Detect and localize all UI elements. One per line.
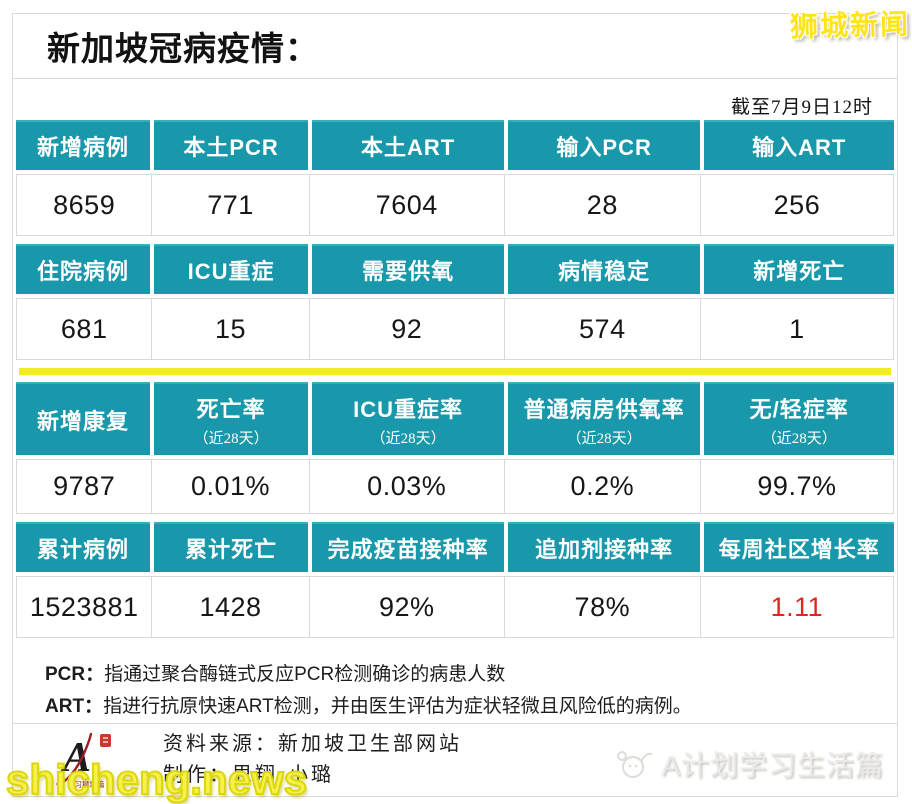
header-cell-label: 追加剂接种率 <box>535 537 674 563</box>
channel-watermark-text: A计划学习生活篇 <box>661 750 884 781</box>
value-cell: 92% <box>309 576 505 639</box>
header-cell: 本土PCR <box>153 120 309 171</box>
header-row-hospital: 住院病例 ICU重症 需要供氧 病情稳定 新增死亡 <box>16 244 894 295</box>
value-cell: 1428 <box>152 576 310 639</box>
header-cell-label: 累计死亡 <box>185 537 278 563</box>
footer: A 学习狮城篇 资料来源：新加坡卫生部网站 制作：思翔•小璐 <box>13 723 897 796</box>
header-cell-sublabel: （近28天） <box>566 430 642 447</box>
header-cell: 住院病例 <box>16 244 150 295</box>
header-cell: 死亡率 （近28天） <box>153 382 309 456</box>
value-cell: 256 <box>700 174 894 237</box>
value-cell: 78% <box>504 576 701 639</box>
note-art-text: 指进行抗原快速ART检测，并由医生评估为症状轻微且风险低的病例。 <box>103 696 692 718</box>
header-cell: 无/轻症率 （近28天） <box>704 382 894 456</box>
value-cell: 7604 <box>309 174 505 237</box>
header-cell: 新增康复 <box>16 382 150 456</box>
value-cell: 9787 <box>16 459 153 515</box>
header-cell-label: 累计病例 <box>36 537 129 563</box>
header-cell-label: 本土ART <box>360 135 456 161</box>
footnotes: PCR：指通过聚合酶链式反应PCR检测确诊的病患人数 ART：指进行抗原快速AR… <box>45 659 897 723</box>
header-cell-label: 新增死亡 <box>753 259 846 285</box>
header-cell-label: 住院病例 <box>36 259 129 285</box>
title-row: 新加坡冠病疫情： <box>13 14 897 80</box>
header-cell-label: 需要供氧 <box>362 259 455 285</box>
aplan-logo-icon: A 学习狮城篇 <box>56 732 111 789</box>
header-cell-sublabel: （近28天） <box>370 430 446 447</box>
value-cell: 99.7% <box>700 459 894 515</box>
value-cell: 0.03% <box>309 459 505 515</box>
credits: 资料来源：新加坡卫生部网站 制作：思翔•小璐 <box>163 729 462 791</box>
header-cell-label: 完成疫苗接种率 <box>327 537 489 563</box>
header-cell-label: 输入PCR <box>556 135 652 161</box>
logo-caption: 学习狮城篇 <box>67 779 105 789</box>
header-cell: 输入PCR <box>507 120 701 171</box>
value-cell: 1523881 <box>16 576 153 639</box>
note-pcr-text: 指通过聚合酶链式反应PCR检测确诊的病患人数 <box>104 664 506 686</box>
value-cell: 92 <box>309 298 505 361</box>
page-title: 新加坡冠病疫情： <box>47 30 319 68</box>
note-pcr: PCR：指通过聚合酶链式反应PCR检测确诊的病患人数 <box>45 659 897 691</box>
header-cell: 每周社区增长率 <box>704 522 894 573</box>
value-cell: 1 <box>700 298 894 361</box>
header-cell: 本土ART <box>312 120 504 171</box>
header-cell-sublabel: （近28天） <box>761 430 837 447</box>
brand-watermark: 狮城新闻 <box>789 8 911 43</box>
note-pcr-prefix: PCR： <box>45 664 105 686</box>
shicheng-news-watermark: shicheng.news <box>5 755 308 804</box>
header-row-rates: 新增康复 死亡率 （近28天） ICU重症率 （近28天） 普通病房供氧率 （近28天… <box>16 382 894 456</box>
value-row-cumulative: 1523881 1428 92% 78% 1.11 <box>16 576 894 639</box>
value-cell: 681 <box>16 298 153 361</box>
header-cell-label: 普通病房供氧率 <box>523 396 685 422</box>
header-cell: 需要供氧 <box>312 244 504 295</box>
header-cell-label: 病情稳定 <box>558 259 651 285</box>
svg-text:A: A <box>60 735 91 781</box>
header-cell: 累计病例 <box>16 522 150 573</box>
header-cell-label: ICU重症 <box>187 259 275 285</box>
value-row-hospital: 681 15 92 574 1 <box>16 298 894 361</box>
header-cell: 新增病例 <box>16 120 150 171</box>
date-row: 截至7月9日12时 <box>13 79 897 120</box>
header-cell: 病情稳定 <box>507 244 701 295</box>
mascot-icon <box>617 751 653 778</box>
value-row-new-cases: 8659 771 7604 28 256 <box>16 174 894 237</box>
header-cell: 完成疫苗接种率 <box>312 522 504 573</box>
value-cell: 771 <box>152 174 310 237</box>
header-cell: 输入ART <box>704 120 894 171</box>
value-cell: 15 <box>152 298 310 361</box>
header-cell-label: 新增病例 <box>36 135 129 161</box>
as-of-date: 截至7月9日12时 <box>730 97 873 119</box>
header-row-new-cases: 新增病例 本土PCR 本土ART 输入PCR 输入ART <box>16 120 894 171</box>
header-cell-label: 新增康复 <box>36 408 129 434</box>
maker-line: 制作：思翔•小璐 <box>163 764 335 787</box>
header-cell-label: 输入ART <box>752 135 847 161</box>
source-line: 资料来源：新加坡卫生部网站 <box>163 733 462 756</box>
header-cell-label: ICU重症率 <box>353 396 464 422</box>
header-cell: 普通病房供氧率 （近28天） <box>507 382 701 456</box>
header-cell: ICU重症 <box>153 244 309 295</box>
value-cell: 0.01% <box>152 459 310 515</box>
header-cell: ICU重症率 （近28天） <box>312 382 504 456</box>
note-art-prefix: ART： <box>45 696 104 718</box>
infographic-card: 新加坡冠病疫情： 截至7月9日12时 新增病例 本土PCR 本土ART 输入PC… <box>12 13 898 797</box>
value-cell: 0.2% <box>504 459 701 515</box>
header-cell-label: 每周社区增长率 <box>718 537 880 563</box>
note-art: ART：指进行抗原快速ART检测，并由医生评估为症状轻微且风险低的病例。 <box>45 691 897 723</box>
header-cell-label: 无/轻症率 <box>749 396 849 422</box>
value-cell-growth-rate: 1.11 <box>700 576 894 639</box>
header-cell-sublabel: （近28天） <box>193 430 269 447</box>
yellow-divider <box>19 368 891 376</box>
channel-watermark: A计划学习生活篇 <box>613 744 884 784</box>
value-row-rates: 9787 0.01% 0.03% 0.2% 99.7% <box>16 459 894 515</box>
value-cell: 8659 <box>16 174 153 237</box>
header-cell-label: 死亡率 <box>196 396 266 422</box>
header-cell: 新增死亡 <box>704 244 894 295</box>
header-cell: 累计死亡 <box>153 522 309 573</box>
value-cell: 28 <box>504 174 701 237</box>
summary-table: 新增病例 本土PCR 本土ART 输入PCR 输入ART 8659 771 76… <box>13 120 897 646</box>
header-cell: 追加剂接种率 <box>507 522 701 573</box>
header-row-cumulative: 累计病例 累计死亡 完成疫苗接种率 追加剂接种率 每周社区增长率 <box>16 522 894 573</box>
header-cell-label: 本土PCR <box>183 135 279 161</box>
value-cell: 574 <box>504 298 701 361</box>
